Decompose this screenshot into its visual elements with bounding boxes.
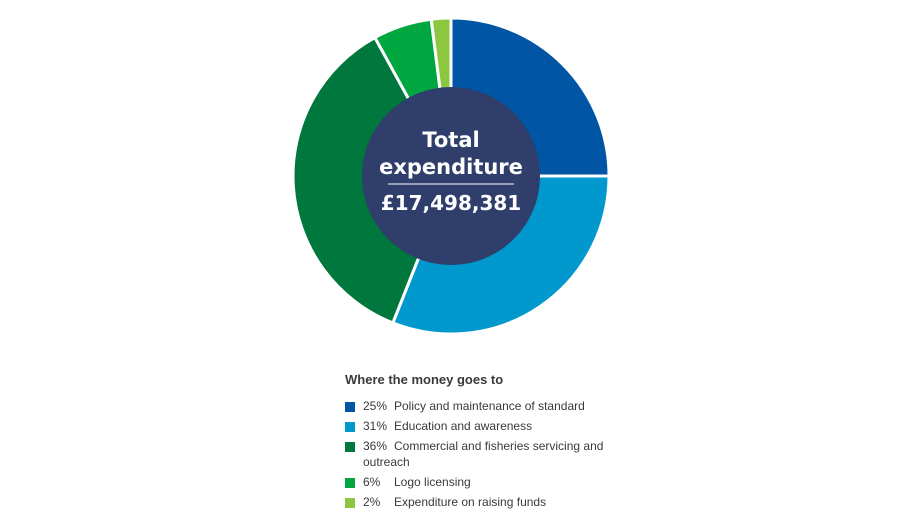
legend-label: Education and awareness <box>394 419 533 433</box>
legend-pct: 31% <box>363 419 388 433</box>
center-title-line-2: expenditure <box>379 155 523 179</box>
legend-pct: 36% <box>363 439 388 453</box>
legend-swatch <box>345 442 355 452</box>
legend-label: Commercial and fisheries servicing and o… <box>363 439 604 469</box>
legend-title: Where the money goes to <box>345 372 504 387</box>
legend-pct: 2% <box>363 495 381 509</box>
legend-list: 25% Policy and maintenance of standard 31… <box>345 398 645 510</box>
legend-item-policy: 25% Policy and maintenance of standard <box>345 398 645 414</box>
legend-label: Expenditure on raising funds <box>394 495 547 509</box>
legend-label: Policy and maintenance of standard <box>394 399 585 413</box>
donut-chart: Total expenditure £17,498,381 <box>291 16 611 336</box>
legend-swatch <box>345 498 355 508</box>
legend-item-education: 31% Education and awareness <box>345 418 645 434</box>
center-total-value: £17,498,381 <box>381 191 521 215</box>
legend-pct: 6% <box>363 475 381 489</box>
legend-pct: 25% <box>363 399 388 413</box>
legend-swatch <box>345 422 355 432</box>
center-title-line-1: Total <box>422 128 479 152</box>
legend-swatch <box>345 478 355 488</box>
legend-item-logo: 6% Logo licensing <box>345 474 645 490</box>
legend-label: Logo licensing <box>394 475 471 489</box>
legend-item-raising-funds: 2% Expenditure on raising funds <box>345 494 645 510</box>
center-disc <box>362 87 540 265</box>
legend-swatch <box>345 402 355 412</box>
legend: Where the money goes to 25% Policy and ma… <box>345 372 645 514</box>
legend-item-commercial: 36% Commercial and fisheries servicing an… <box>345 438 613 470</box>
